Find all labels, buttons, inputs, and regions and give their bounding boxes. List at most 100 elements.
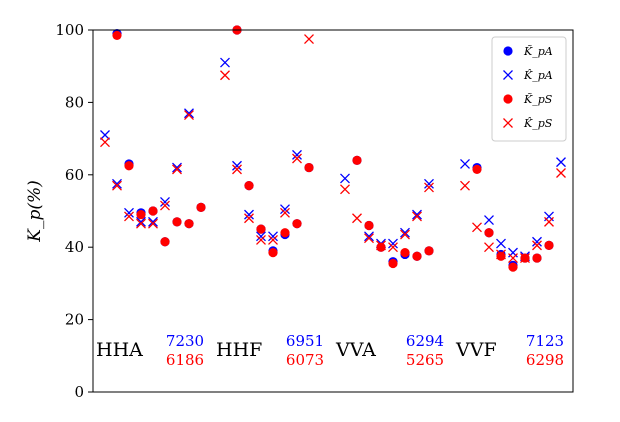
data-point-circle [160,237,170,247]
data-point-circle [196,202,206,212]
group-count-blue: 7123 [526,332,564,350]
data-point-x [424,178,434,189]
data-point-x [232,164,242,175]
data-point-x [280,207,290,218]
data-point-x [172,162,182,173]
data-point-x [124,211,134,222]
data-point-circle [184,219,194,229]
data-point-circle [304,162,314,173]
y-tick-label: 20 [65,311,84,329]
data-point-x [280,204,290,215]
data-point-circle [388,258,398,269]
data-point-x [340,173,350,184]
data-point-circle [496,251,506,261]
data-point-x [244,209,254,220]
group-count-blue: 6951 [286,332,324,350]
group-count-red: 6298 [526,351,564,369]
data-point-x [556,157,566,168]
data-point-x [304,34,314,45]
data-point-x [460,158,470,169]
y-tick-label: 80 [65,93,84,111]
data-point-circle [352,155,362,165]
data-point-x [532,236,542,247]
group-count-red: 6073 [286,351,324,369]
data-point-circle [484,228,494,238]
data-point-x [160,196,170,207]
data-point-circle [292,219,302,229]
data-point-x [520,253,530,264]
data-point-x [460,180,470,191]
legend-marker [503,118,513,128]
data-point-circle [376,242,386,252]
data-point-x [352,213,362,224]
legend-entry-label: K̃_pS [523,93,553,106]
data-point-x [424,182,434,193]
data-point-x [124,207,134,218]
legend-marker [503,94,513,104]
data-point-x [136,218,146,229]
data-point-x [388,242,398,253]
data-point-x [556,168,566,178]
data-point-circle [244,181,254,191]
legend-entry-label: K̃_pA [523,45,553,58]
data-point-x [148,218,158,229]
data-point-x [292,153,302,164]
data-point-x [220,70,230,81]
data-point-circle [508,262,518,272]
data-point-x [268,235,278,245]
group-count-red: 5265 [406,351,444,369]
data-point-x [232,160,242,171]
data-point-x [160,200,170,211]
data-point-x [544,216,554,227]
data-point-x [496,238,506,249]
data-point-circle [472,164,482,174]
legend-marker [503,70,513,80]
data-point-circle [148,206,158,216]
data-point-x [400,227,410,238]
data-point-circle [280,228,290,238]
data-point-x [484,242,494,253]
data-point-x [364,233,374,244]
legend: K̃_pA K̂_pA K̃_pS K̂_pS [491,36,567,142]
group-count-blue: 7230 [166,332,204,350]
data-point-x [148,216,158,227]
data-point-x [340,184,350,195]
data-point-x [484,215,494,226]
group-count-blue: 6294 [406,332,444,350]
data-point-x [496,249,506,260]
legend-entry-label: K̂_pS [523,117,553,130]
data-point-x [112,180,122,191]
data-point-circle [112,30,122,41]
data-point-x [376,240,386,251]
group-label: VVF [455,339,497,361]
group-label: VVA [335,339,376,361]
data-point-x [220,57,230,68]
data-point-circle [400,248,410,258]
data-point-x [100,130,110,140]
data-point-x [184,110,194,121]
data-points [100,25,566,272]
data-point-x [268,231,278,242]
data-point-circle [544,240,554,250]
data-point-x [412,211,422,222]
data-point-x [400,229,410,240]
legend-marker [503,46,513,56]
data-point-x [256,235,266,245]
y-axis-label: K_p(%) [25,180,45,243]
group-label: HHF [216,339,262,361]
data-point-x [244,213,254,224]
y-axis-ticks: 0 20 40 60 80 100 [55,21,93,401]
data-point-x [184,108,194,119]
y-tick-label: 0 [74,383,84,401]
y-tick-label: 60 [65,166,84,184]
data-point-x [136,216,146,227]
data-point-x [292,149,302,160]
data-point-x [472,222,482,233]
plot-frame [92,29,574,393]
legend-box [491,36,567,142]
group-count-red: 6186 [166,351,204,369]
data-point-circle [256,224,266,234]
group-label: HHA [96,339,143,361]
